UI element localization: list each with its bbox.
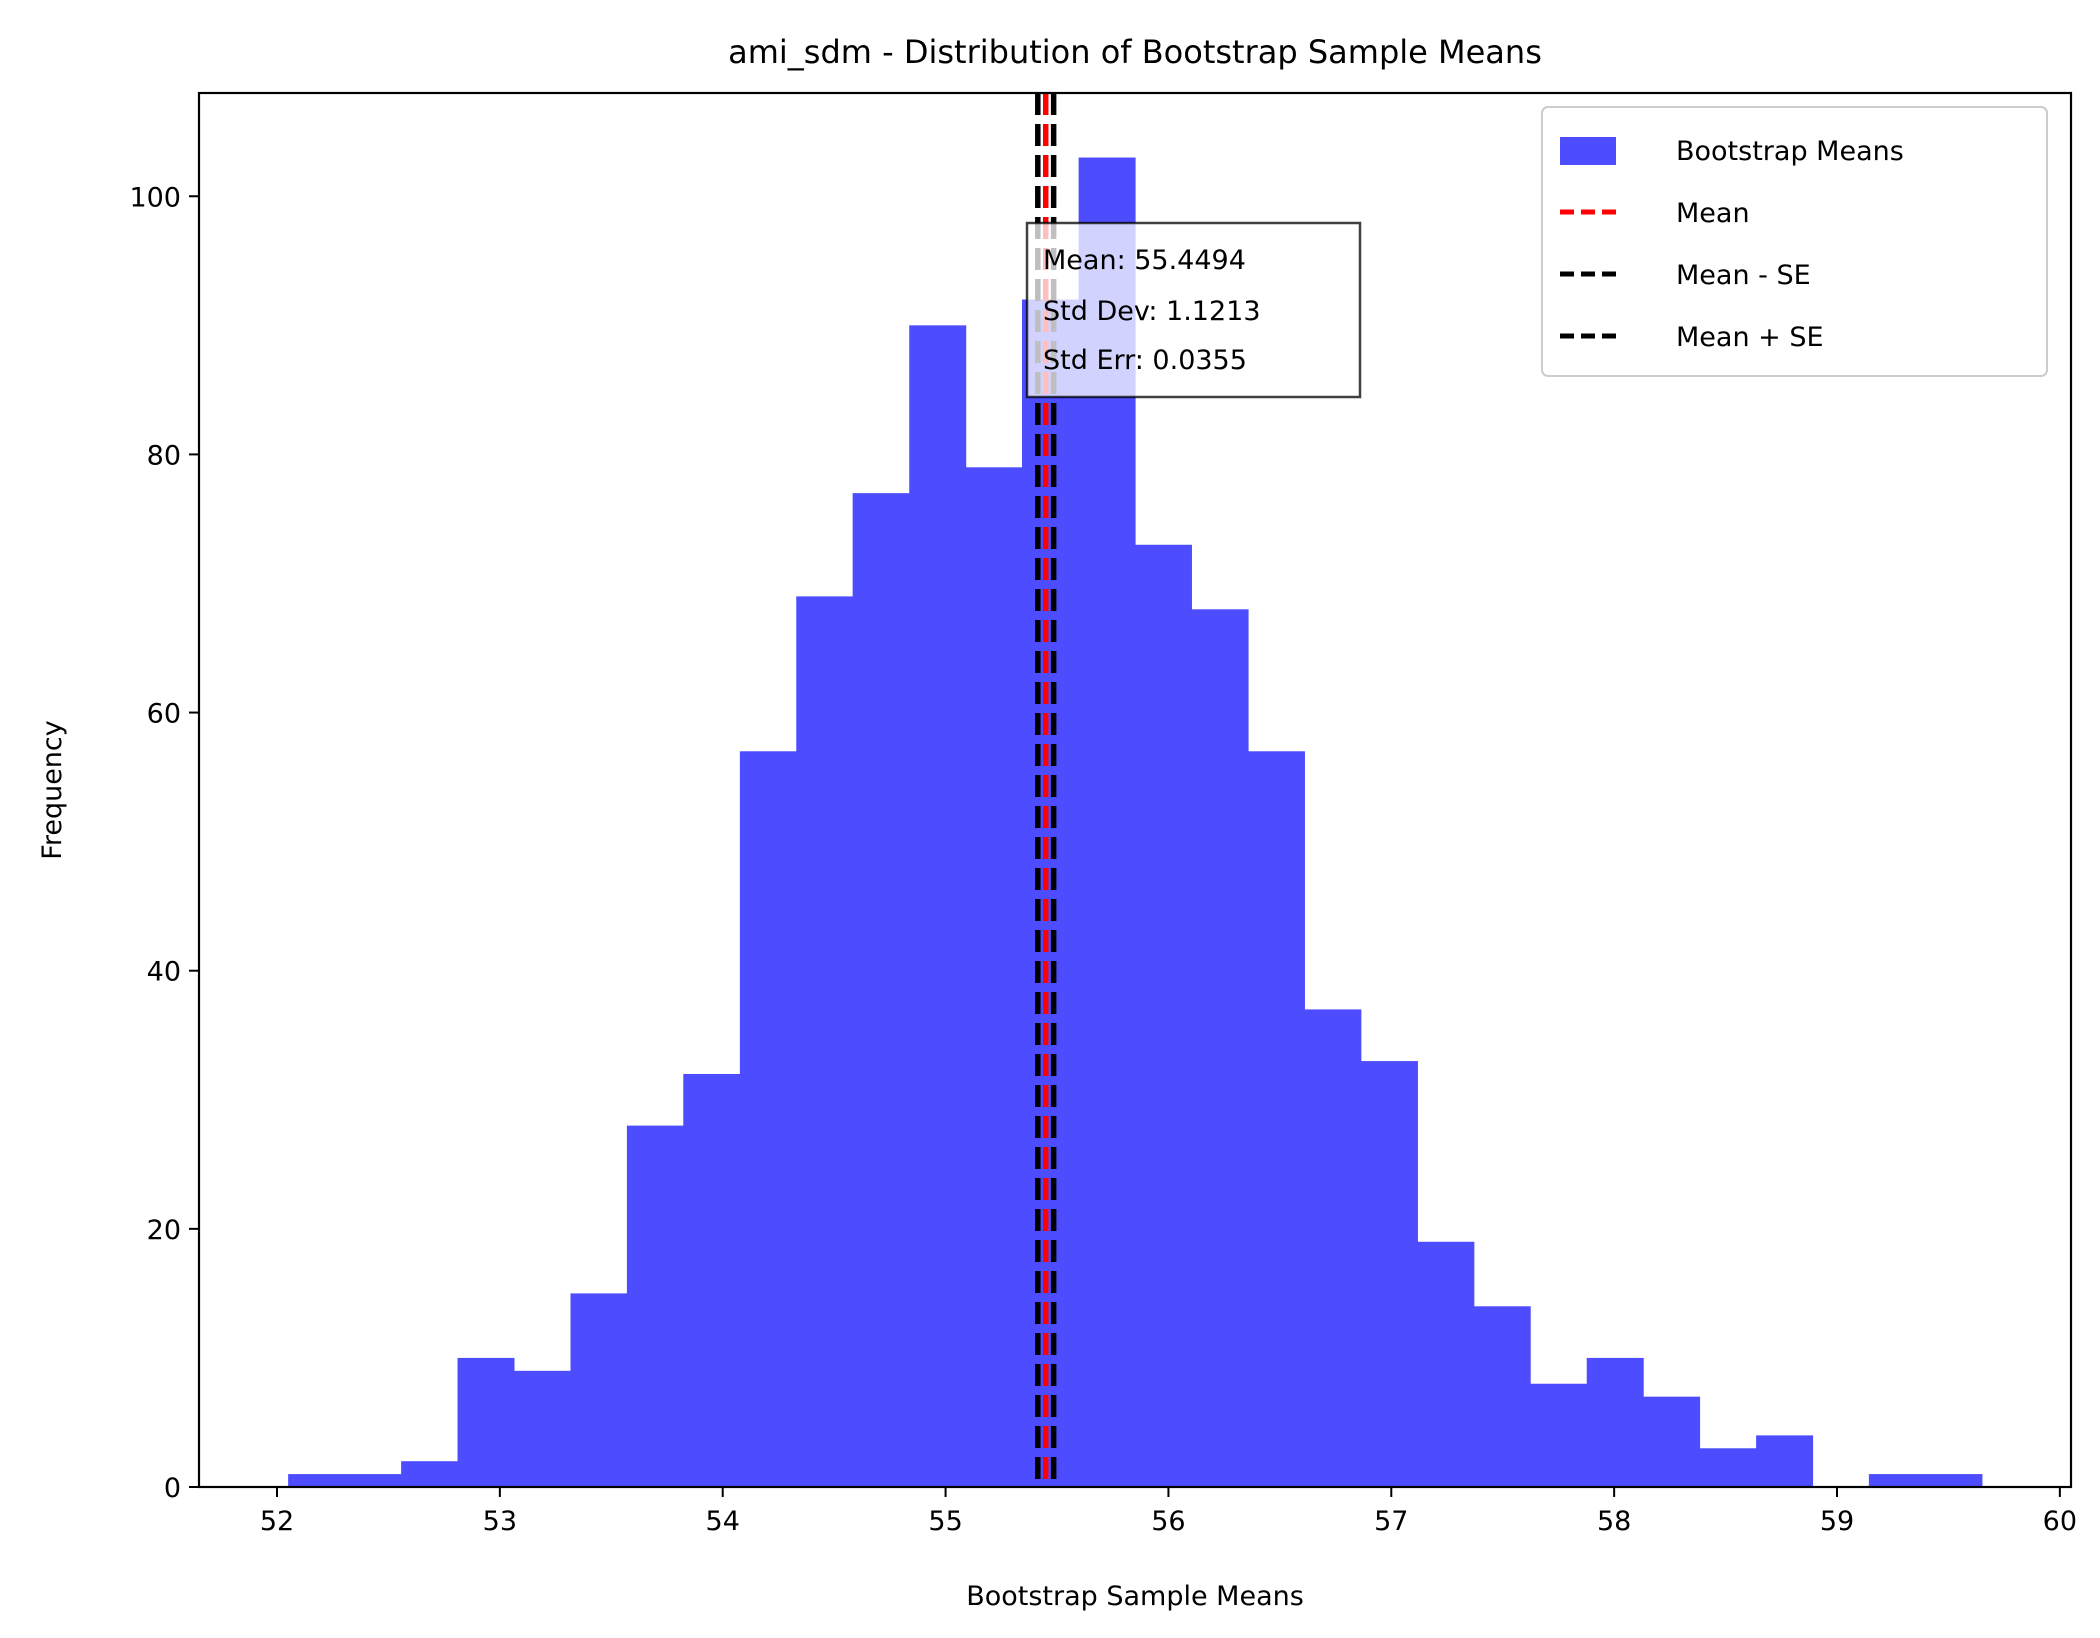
legend-label-mean-minus-se: Mean - SE: [1676, 260, 1811, 291]
histogram-bar: [683, 1073, 741, 1487]
histogram-bar: [1417, 1241, 1475, 1487]
x-tick-label: 55: [928, 1506, 962, 1537]
histogram-bar: [1643, 1396, 1701, 1487]
y-tick-label: 40: [147, 957, 181, 988]
histogram-bar: [1756, 1435, 1814, 1487]
histogram-bar: [344, 1474, 402, 1487]
histogram-bar: [1247, 751, 1305, 1487]
y-tick-label: 0: [164, 1473, 181, 1504]
histogram-bar: [1191, 609, 1249, 1487]
histogram-bar: [1135, 544, 1192, 1487]
x-axis-label: Bootstrap Sample Means: [966, 1581, 1304, 1612]
x-tick-label: 57: [1374, 1506, 1408, 1537]
x-axis-ticks: 52 53 54 55 56 57 58 59 60: [260, 1487, 2077, 1537]
stats-std-dev: Std Dev: 1.1213: [1043, 296, 1261, 327]
y-tick-label: 100: [129, 182, 181, 213]
histogram-bar: [401, 1461, 459, 1487]
histogram-bar: [1022, 299, 1080, 1487]
plot-area-frame: [197, 91, 2073, 1489]
x-tick-label: 53: [483, 1506, 517, 1537]
histogram-bar: [626, 1125, 684, 1487]
histogram-bar: [1473, 1306, 1531, 1487]
histogram-bar: [1586, 1357, 1644, 1487]
histogram-bar: [1699, 1448, 1757, 1487]
legend-frame: [1541, 106, 2048, 377]
histogram-bar: [288, 1474, 346, 1487]
y-axis-ticks: 0 20 40 60 80 100: [129, 182, 199, 1504]
x-tick-label: 58: [1597, 1506, 1631, 1537]
legend-label-bootstrap-means: Bootstrap Means: [1676, 136, 1904, 167]
histogram-bar: [796, 596, 854, 1487]
histogram-bar: [570, 1293, 628, 1487]
histogram-bar: [852, 493, 910, 1487]
bars-layer: [288, 157, 1983, 1488]
y-tick-label: 20: [147, 1215, 181, 1246]
histogram-bar: [1925, 1474, 1983, 1487]
stats-mean: Mean: 55.4494: [1043, 245, 1246, 276]
legend-label-mean-plus-se: Mean + SE: [1676, 322, 1824, 353]
histogram-bar: [513, 1370, 572, 1487]
y-axis-label: Frequency: [37, 720, 68, 860]
x-tick-label: 54: [706, 1506, 740, 1537]
y-tick-label: 60: [147, 699, 181, 730]
x-tick-label: 56: [1151, 1506, 1185, 1537]
legend: Bootstrap Means Mean Mean - SE Mean + SE: [1541, 106, 2048, 377]
stats-annotation-box: Mean: 55.4494 Std Dev: 1.1213 Std Err: 0…: [1025, 221, 1362, 399]
histogram-bar: [965, 467, 1023, 1487]
histogram-bar: [457, 1357, 515, 1487]
histogram-bar: [1530, 1383, 1588, 1487]
stats-std-err: Std Err: 0.0355: [1043, 345, 1247, 376]
histogram-bar: [1304, 1009, 1362, 1487]
chart-title: ami_sdm - Distribution of Bootstrap Samp…: [728, 33, 1542, 71]
legend-swatch-bootstrap-means: [1560, 137, 1616, 165]
histogram-bar: [739, 751, 797, 1487]
histogram-bar: [1360, 1061, 1418, 1487]
x-tick-label: 52: [260, 1506, 294, 1537]
y-tick-label: 80: [147, 440, 181, 471]
histogram-bar: [1868, 1474, 1927, 1487]
stats-box-background: [1025, 221, 1362, 399]
legend-label-mean: Mean: [1676, 198, 1750, 229]
histogram-bar: [909, 325, 967, 1487]
x-tick-label: 59: [1820, 1506, 1854, 1537]
x-tick-label: 60: [2043, 1506, 2077, 1537]
